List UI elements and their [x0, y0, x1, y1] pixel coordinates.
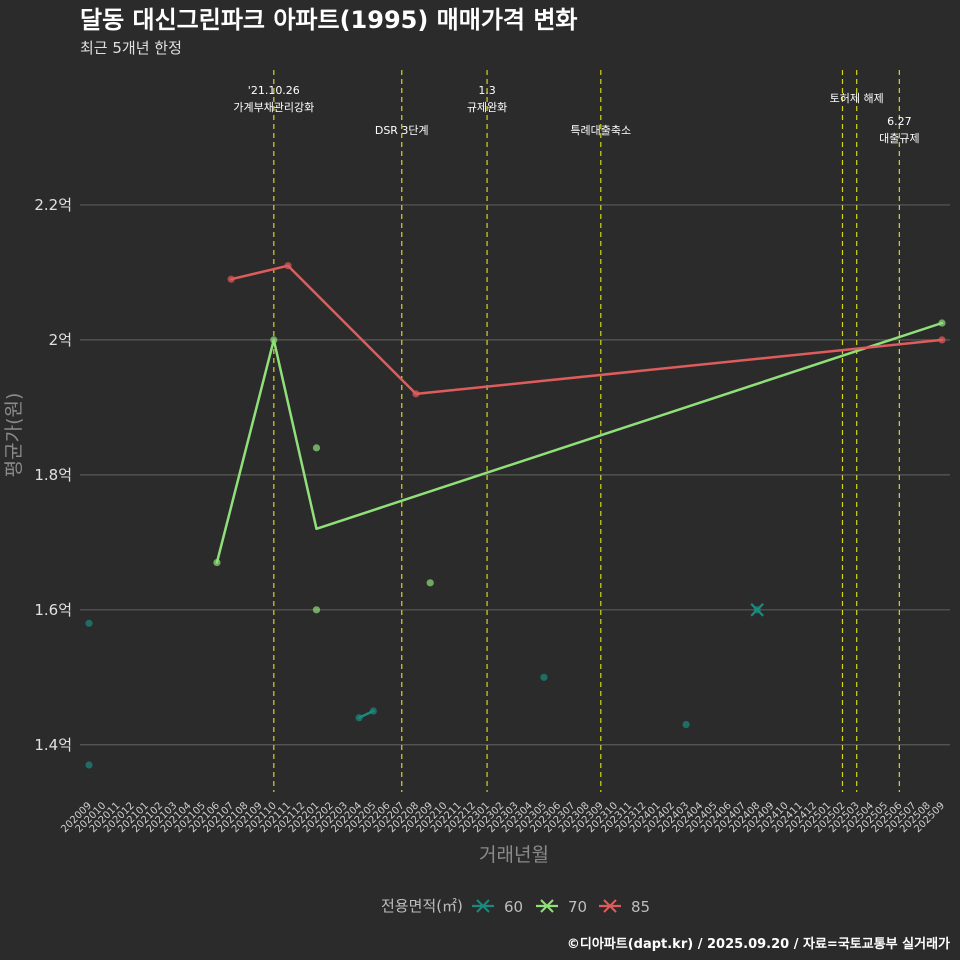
data-point — [227, 275, 235, 283]
legend-title: 전용면적(㎡) — [381, 897, 463, 915]
event-label: 특례대출축소 — [570, 124, 631, 137]
data-point — [213, 558, 221, 567]
y-axis-title: 평균가(원) — [3, 393, 25, 478]
y-tick-label: 2.2억 — [34, 196, 72, 214]
legend-key-cross — [476, 899, 490, 913]
legend-item-60: 60 — [472, 898, 523, 916]
event-label: 규제완화 — [467, 101, 507, 114]
series-60 — [85, 603, 764, 769]
cross-mark — [750, 603, 764, 617]
data-point — [85, 619, 93, 627]
legend-label: 85 — [631, 898, 650, 916]
data-point — [426, 579, 434, 587]
y-tick-label: 2억 — [49, 331, 72, 349]
event-label: 가계부채관리강화 — [233, 101, 314, 114]
grid-layer — [80, 204, 950, 746]
data-point — [312, 606, 321, 614]
series-line — [229, 264, 944, 396]
caption: ©디아파트(dapt.kr) / 2025.09.20 / 자료=국토교통부 실… — [567, 936, 950, 952]
data-point — [938, 319, 946, 327]
data-point — [270, 336, 278, 344]
series-line — [215, 321, 944, 564]
legend-key-cross — [540, 899, 554, 913]
data-point — [355, 714, 363, 722]
y-tick-label: 1.8억 — [34, 466, 72, 484]
legend-label: 70 — [568, 898, 587, 916]
event-label: '21.10.26 — [248, 84, 300, 97]
legend-item-85: 85 — [599, 898, 650, 916]
data-point — [412, 390, 420, 398]
x-axis-title: 거래년월 — [479, 844, 549, 866]
event-label: 1.3 — [478, 84, 496, 97]
legend-item-70: 70 — [536, 898, 587, 916]
x-axis-ticks: 2020092020102020112020122021012021022021… — [59, 800, 947, 835]
event-label: 대출규제 — [879, 132, 919, 145]
data-point — [540, 673, 548, 681]
chart-title: 달동 대신그린파크 아파트(1995) 매매가격 변화 — [80, 6, 578, 34]
y-tick-label: 1.6억 — [34, 601, 72, 619]
series-70 — [213, 319, 946, 614]
series-layer — [85, 262, 946, 769]
data-point — [85, 761, 93, 769]
chart-subtitle: 최근 5개년 한정 — [80, 39, 182, 57]
event-label: 토허제 해제 — [830, 91, 884, 105]
event-label: 6.27 — [887, 115, 912, 128]
legend-label: 60 — [504, 898, 523, 916]
series-85 — [227, 262, 946, 398]
data-point — [312, 444, 321, 452]
data-point — [938, 336, 946, 344]
legend-key-cross — [603, 899, 617, 913]
legend: 전용면적(㎡) 60 70 85 — [381, 897, 650, 916]
y-tick-label: 1.4억 — [34, 736, 72, 754]
event-label: DSR 3단계 — [375, 124, 429, 137]
data-point — [682, 720, 690, 729]
y-axis-ticks: 1.4억 1.6억 1.8억 2억 2.2억 — [34, 196, 72, 754]
data-point — [284, 262, 292, 270]
data-point — [369, 707, 377, 715]
